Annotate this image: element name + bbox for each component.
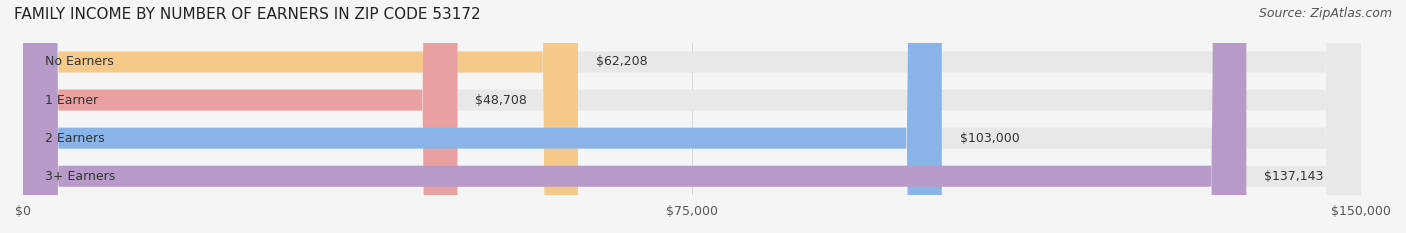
Text: Source: ZipAtlas.com: Source: ZipAtlas.com: [1258, 7, 1392, 20]
Text: $103,000: $103,000: [960, 132, 1019, 145]
Text: $137,143: $137,143: [1264, 170, 1323, 183]
FancyBboxPatch shape: [22, 0, 1361, 233]
Text: 3+ Earners: 3+ Earners: [45, 170, 115, 183]
FancyBboxPatch shape: [22, 0, 578, 233]
FancyBboxPatch shape: [22, 0, 1361, 233]
FancyBboxPatch shape: [22, 0, 1246, 233]
FancyBboxPatch shape: [22, 0, 457, 233]
Text: $62,208: $62,208: [596, 55, 647, 69]
Text: No Earners: No Earners: [45, 55, 114, 69]
Text: 1 Earner: 1 Earner: [45, 94, 98, 106]
FancyBboxPatch shape: [22, 0, 1361, 233]
Text: FAMILY INCOME BY NUMBER OF EARNERS IN ZIP CODE 53172: FAMILY INCOME BY NUMBER OF EARNERS IN ZI…: [14, 7, 481, 22]
FancyBboxPatch shape: [22, 0, 942, 233]
Text: 2 Earners: 2 Earners: [45, 132, 105, 145]
Text: $48,708: $48,708: [475, 94, 527, 106]
FancyBboxPatch shape: [22, 0, 1361, 233]
